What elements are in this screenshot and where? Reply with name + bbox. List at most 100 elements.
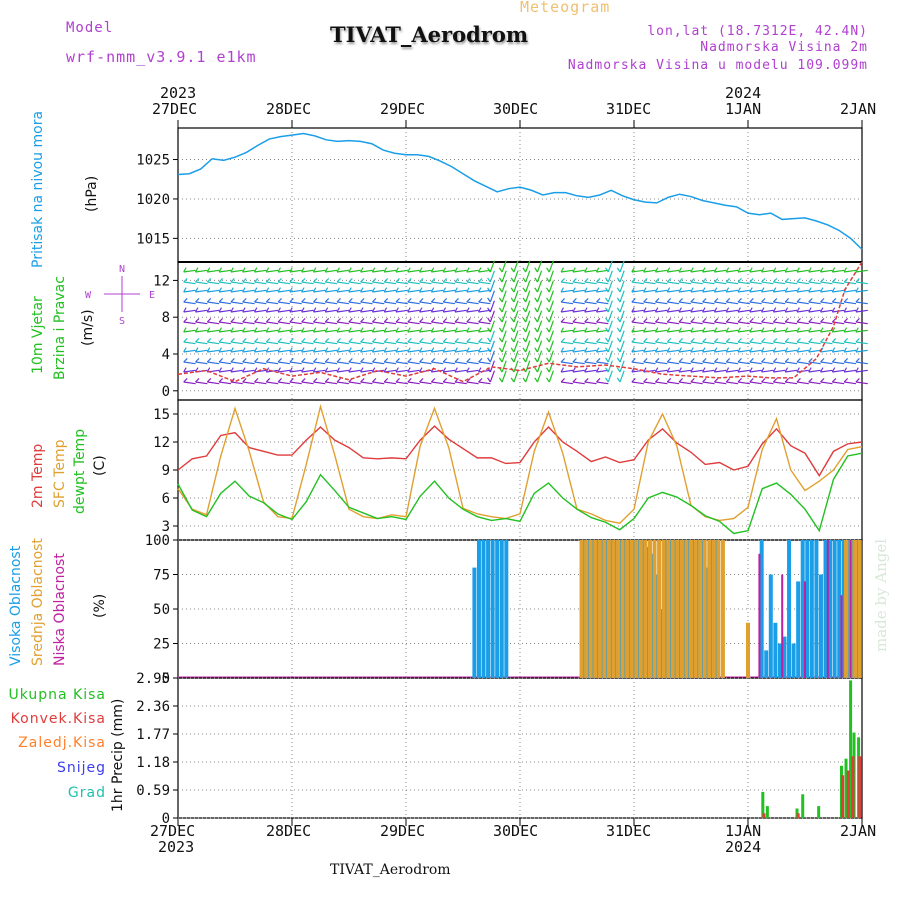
wind-barb-flag bbox=[312, 367, 317, 373]
wind-barb bbox=[619, 290, 625, 303]
bottom-date-29dec: 29DEC bbox=[380, 822, 426, 840]
wind-barb-flag bbox=[218, 327, 223, 333]
wind-barb bbox=[325, 321, 338, 325]
wind-barb bbox=[195, 321, 208, 325]
wind-barb-flag bbox=[230, 278, 235, 283]
wind-barb bbox=[560, 349, 574, 353]
wind-barb-flag bbox=[761, 338, 766, 343]
wind-barb bbox=[336, 381, 349, 385]
wind-barb bbox=[855, 349, 868, 353]
precip-bar-1 bbox=[841, 775, 845, 818]
wind-barb-flag bbox=[466, 298, 471, 303]
wind-barb bbox=[690, 341, 703, 345]
wind-barb bbox=[525, 260, 531, 273]
wind-barb bbox=[796, 381, 809, 385]
wind-barb-flag bbox=[666, 367, 671, 373]
wind-barb-flag bbox=[772, 378, 778, 383]
wind-barb-flag bbox=[560, 338, 566, 343]
cloud-bar-0 bbox=[837, 540, 842, 678]
wind-barb bbox=[737, 369, 750, 373]
wind-barb-flag bbox=[407, 278, 412, 283]
wind-barb bbox=[796, 329, 809, 333]
wind-barb-flag bbox=[654, 338, 660, 343]
wind-barb bbox=[478, 341, 491, 345]
wind-barb bbox=[384, 281, 397, 285]
wind-barb bbox=[761, 341, 774, 345]
wind-barb-flag bbox=[289, 307, 293, 313]
wind-barb-flag bbox=[584, 347, 588, 353]
wind-barb-flag bbox=[605, 287, 609, 293]
wind-barb bbox=[301, 361, 314, 365]
wind-barb-flag bbox=[737, 318, 742, 323]
wind-barb bbox=[183, 281, 196, 285]
wind-barb bbox=[489, 330, 495, 343]
wind-barb bbox=[207, 381, 220, 385]
wind-barb bbox=[525, 360, 531, 373]
wind-barb bbox=[584, 281, 597, 285]
wind-barb-flag bbox=[784, 267, 789, 273]
wind-barb-flag bbox=[702, 307, 706, 313]
wind-barb-flag bbox=[855, 318, 860, 323]
wind-barb-flag bbox=[666, 298, 672, 303]
wind-barb bbox=[466, 329, 479, 333]
wind-barb-flag bbox=[360, 287, 364, 293]
wind-barb-flag bbox=[265, 327, 270, 333]
wind-barb-flag bbox=[784, 307, 789, 313]
cloud-bar-1 bbox=[711, 540, 716, 678]
cloud-bar-0 bbox=[613, 540, 618, 678]
wind-barb-flag bbox=[510, 297, 515, 303]
wind-barb bbox=[242, 269, 255, 273]
wind-barb-flag bbox=[265, 287, 270, 293]
wind-barb bbox=[242, 281, 255, 285]
wind-barb-flag bbox=[534, 337, 538, 343]
wind-barb-flag bbox=[690, 358, 695, 363]
wind-barb bbox=[195, 281, 208, 285]
wind-barb bbox=[431, 301, 444, 305]
wind-barb-flag bbox=[371, 367, 376, 373]
wind-barb bbox=[266, 309, 279, 313]
cloud-bar-0 bbox=[481, 540, 486, 678]
wind-barb-flag bbox=[596, 298, 601, 303]
wind-barb-flag bbox=[371, 298, 377, 303]
wind-barb bbox=[325, 341, 338, 345]
wind-barb bbox=[548, 370, 554, 383]
cloud-bar-1 bbox=[684, 540, 689, 678]
wind-barb-flag bbox=[371, 287, 376, 293]
wind-barb-flag bbox=[510, 287, 515, 293]
wind-barb-flag bbox=[725, 358, 731, 363]
wind-barb-flag bbox=[631, 318, 636, 323]
wind-barb bbox=[372, 309, 385, 313]
wind-barb-flag bbox=[855, 378, 860, 383]
wind-barb bbox=[443, 349, 456, 353]
wind-barb-flag bbox=[761, 298, 766, 303]
wind-barb-flag bbox=[796, 367, 800, 373]
wind-barb-flag bbox=[312, 318, 318, 323]
wind-barb-flag bbox=[336, 367, 340, 373]
wind-barb bbox=[325, 381, 338, 385]
wind-barb bbox=[207, 309, 220, 313]
wind-barb-flag bbox=[616, 367, 621, 373]
wind-barb bbox=[277, 281, 291, 285]
wind-barb bbox=[207, 301, 220, 305]
wind-barb bbox=[536, 370, 543, 383]
wind-barb bbox=[785, 369, 798, 373]
wind-barb-flag bbox=[643, 278, 648, 283]
wind-barb bbox=[678, 349, 691, 353]
wind-barb-flag bbox=[478, 267, 482, 273]
wind-barb bbox=[749, 329, 762, 333]
wind-barb-flag bbox=[430, 327, 435, 333]
wind-barb bbox=[183, 349, 196, 353]
wind-barb bbox=[489, 290, 495, 303]
wind-barb bbox=[195, 269, 208, 273]
wind-barb-flag bbox=[466, 367, 470, 373]
wind-barb bbox=[726, 309, 739, 313]
wind-barb-flag bbox=[713, 347, 718, 353]
wind-barb bbox=[678, 301, 691, 305]
wind-barb-flag bbox=[254, 298, 259, 303]
wind-barb bbox=[195, 349, 208, 353]
wind-barb bbox=[242, 381, 255, 385]
wind-barb bbox=[454, 349, 467, 353]
wind-barb-flag bbox=[478, 338, 483, 343]
wind-barb bbox=[348, 341, 361, 345]
wind-barb-flag bbox=[218, 347, 223, 353]
